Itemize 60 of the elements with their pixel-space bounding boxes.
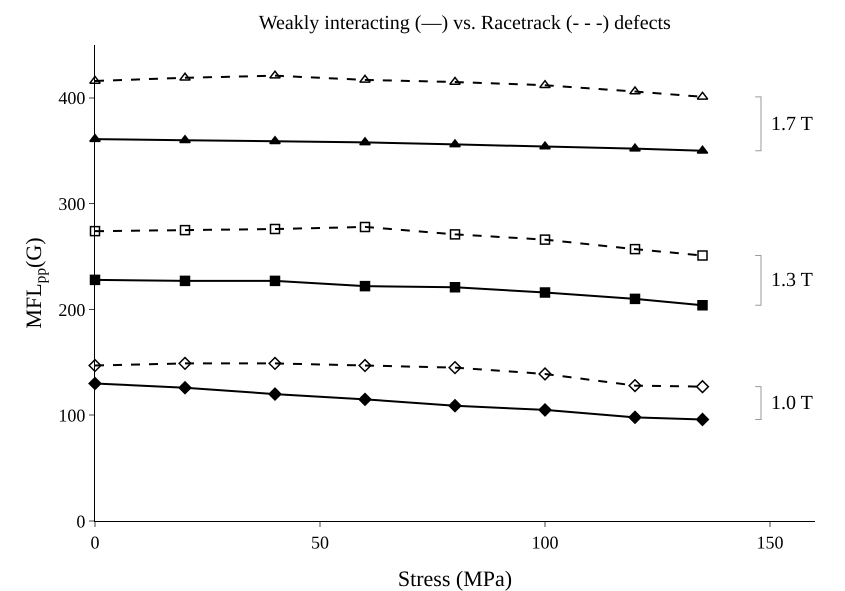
x-tick-label: 100 (532, 532, 558, 553)
point (696, 412, 710, 426)
point (360, 280, 370, 292)
point (696, 92, 708, 100)
y-tick-label: 200 (58, 300, 86, 320)
point (628, 410, 642, 424)
point (270, 276, 280, 286)
point (630, 294, 640, 304)
point (448, 399, 462, 412)
annotation: 1.0 T (771, 392, 813, 414)
point (179, 72, 191, 81)
point (268, 387, 282, 401)
point (540, 287, 550, 298)
point (449, 139, 461, 148)
point (629, 143, 641, 152)
point (180, 276, 190, 286)
point (359, 137, 371, 146)
point (178, 381, 192, 394)
point (269, 70, 281, 79)
point (90, 226, 100, 236)
x-tick-label: 0 (90, 532, 100, 553)
point (538, 403, 552, 417)
point (358, 392, 372, 406)
point (90, 274, 100, 286)
point (539, 141, 551, 150)
x-axis-title: Stress (MPa) (398, 566, 512, 591)
point (538, 367, 552, 381)
point (630, 244, 640, 254)
point (539, 80, 551, 88)
point (178, 356, 192, 370)
x-tick-label: 150 (756, 532, 784, 553)
point (360, 222, 370, 232)
point (269, 136, 281, 144)
point (628, 379, 642, 392)
x-tick-label: 50 (311, 532, 329, 553)
point (268, 356, 282, 370)
point (448, 361, 462, 374)
point (449, 76, 461, 86)
y-tick-label: 400 (58, 88, 86, 108)
y-tick-label: 0 (76, 511, 86, 532)
annotation: 1.7 T (771, 113, 813, 135)
point (358, 358, 372, 372)
point (697, 300, 708, 310)
point (450, 282, 460, 292)
annotation: 1.3 T (771, 269, 813, 291)
y-tick-label: 300 (58, 194, 86, 214)
point (629, 86, 641, 95)
point (88, 358, 102, 372)
chart-title: Weakly interacting (—) vs. Racetrack (- - -) defects (258, 12, 671, 34)
point (179, 134, 191, 144)
point (89, 76, 101, 84)
point (540, 234, 550, 245)
point (450, 229, 460, 240)
point (696, 380, 710, 394)
y-tick-label: 100 (58, 406, 86, 426)
point (697, 250, 708, 261)
point (359, 74, 371, 83)
point (270, 224, 280, 234)
point (696, 146, 708, 154)
point (180, 224, 190, 236)
